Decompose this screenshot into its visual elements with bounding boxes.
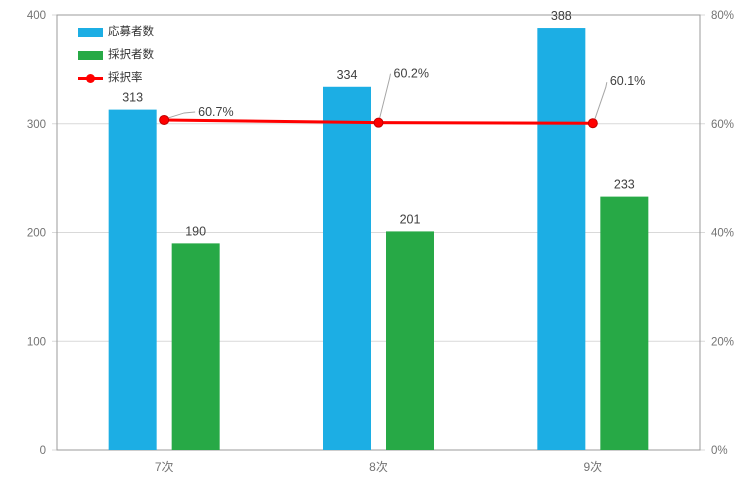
line-value-label-1: 60.2% — [394, 67, 429, 81]
line-value-label-0: 60.7% — [198, 105, 233, 119]
left-axis-label-0: 0 — [40, 445, 46, 457]
bar-value-label-applicants-0: 313 — [122, 91, 143, 105]
leader-line-2 — [594, 82, 608, 120]
line-marker-2 — [587, 118, 598, 129]
leader-line-1 — [379, 73, 391, 119]
left-axis-label-300: 300 — [27, 119, 46, 131]
bar-value-label-applicants-1: 334 — [337, 68, 358, 82]
line-marker-0 — [159, 114, 170, 125]
bar-selected-9次 — [600, 196, 649, 450]
bar-applicants-7次 — [108, 109, 157, 451]
bar-selected-8次 — [386, 231, 434, 450]
legend-item-selected: 採択者数 — [78, 49, 154, 61]
legend-label-rate: 採択率 — [108, 72, 143, 84]
x-axis-label-9次: 9次 — [583, 460, 602, 474]
bar-value-label-applicants-2: 388 — [551, 9, 572, 23]
left-axis-label-400: 400 — [27, 10, 46, 22]
legend-swatch-selected-icon — [78, 50, 103, 60]
plot-border — [56, 14, 701, 451]
right-axis-label-80%: 80% — [711, 10, 734, 22]
left-axis-label-200: 200 — [27, 228, 46, 240]
bar-applicants-8次 — [323, 86, 371, 451]
bar-value-label-selected-2: 233 — [614, 178, 635, 192]
right-axis-label-60%: 60% — [711, 119, 734, 131]
right-axis-label-0%: 0% — [711, 445, 728, 457]
right-axis-label-40%: 40% — [711, 228, 734, 240]
bar-selected-7次 — [171, 243, 220, 450]
legend-line-marker-icon — [78, 73, 103, 83]
leader-line-0 — [168, 111, 196, 119]
legend-swatch-applicants-icon — [78, 27, 103, 37]
right-axis-label-20%: 20% — [711, 336, 734, 348]
x-axis-label-8次: 8次 — [369, 460, 388, 474]
left-axis-label-100: 100 — [27, 336, 46, 348]
line-marker-1 — [373, 117, 384, 128]
legend-label-applicants: 応募者数 — [108, 26, 154, 38]
x-axis-label-7次: 7次 — [155, 460, 174, 474]
legend-item-rate: 採択率 — [78, 72, 154, 84]
line-value-label-2: 60.1% — [610, 74, 645, 88]
bar-value-label-selected-1: 201 — [400, 212, 421, 226]
bar-value-label-selected-0: 190 — [185, 224, 206, 238]
bar-applicants-9次 — [537, 28, 586, 451]
legend-label-selected: 採択者数 — [108, 49, 154, 61]
legend: 応募者数 採択者数 採択率 — [78, 26, 154, 96]
legend-item-applicants: 応募者数 — [78, 26, 154, 38]
